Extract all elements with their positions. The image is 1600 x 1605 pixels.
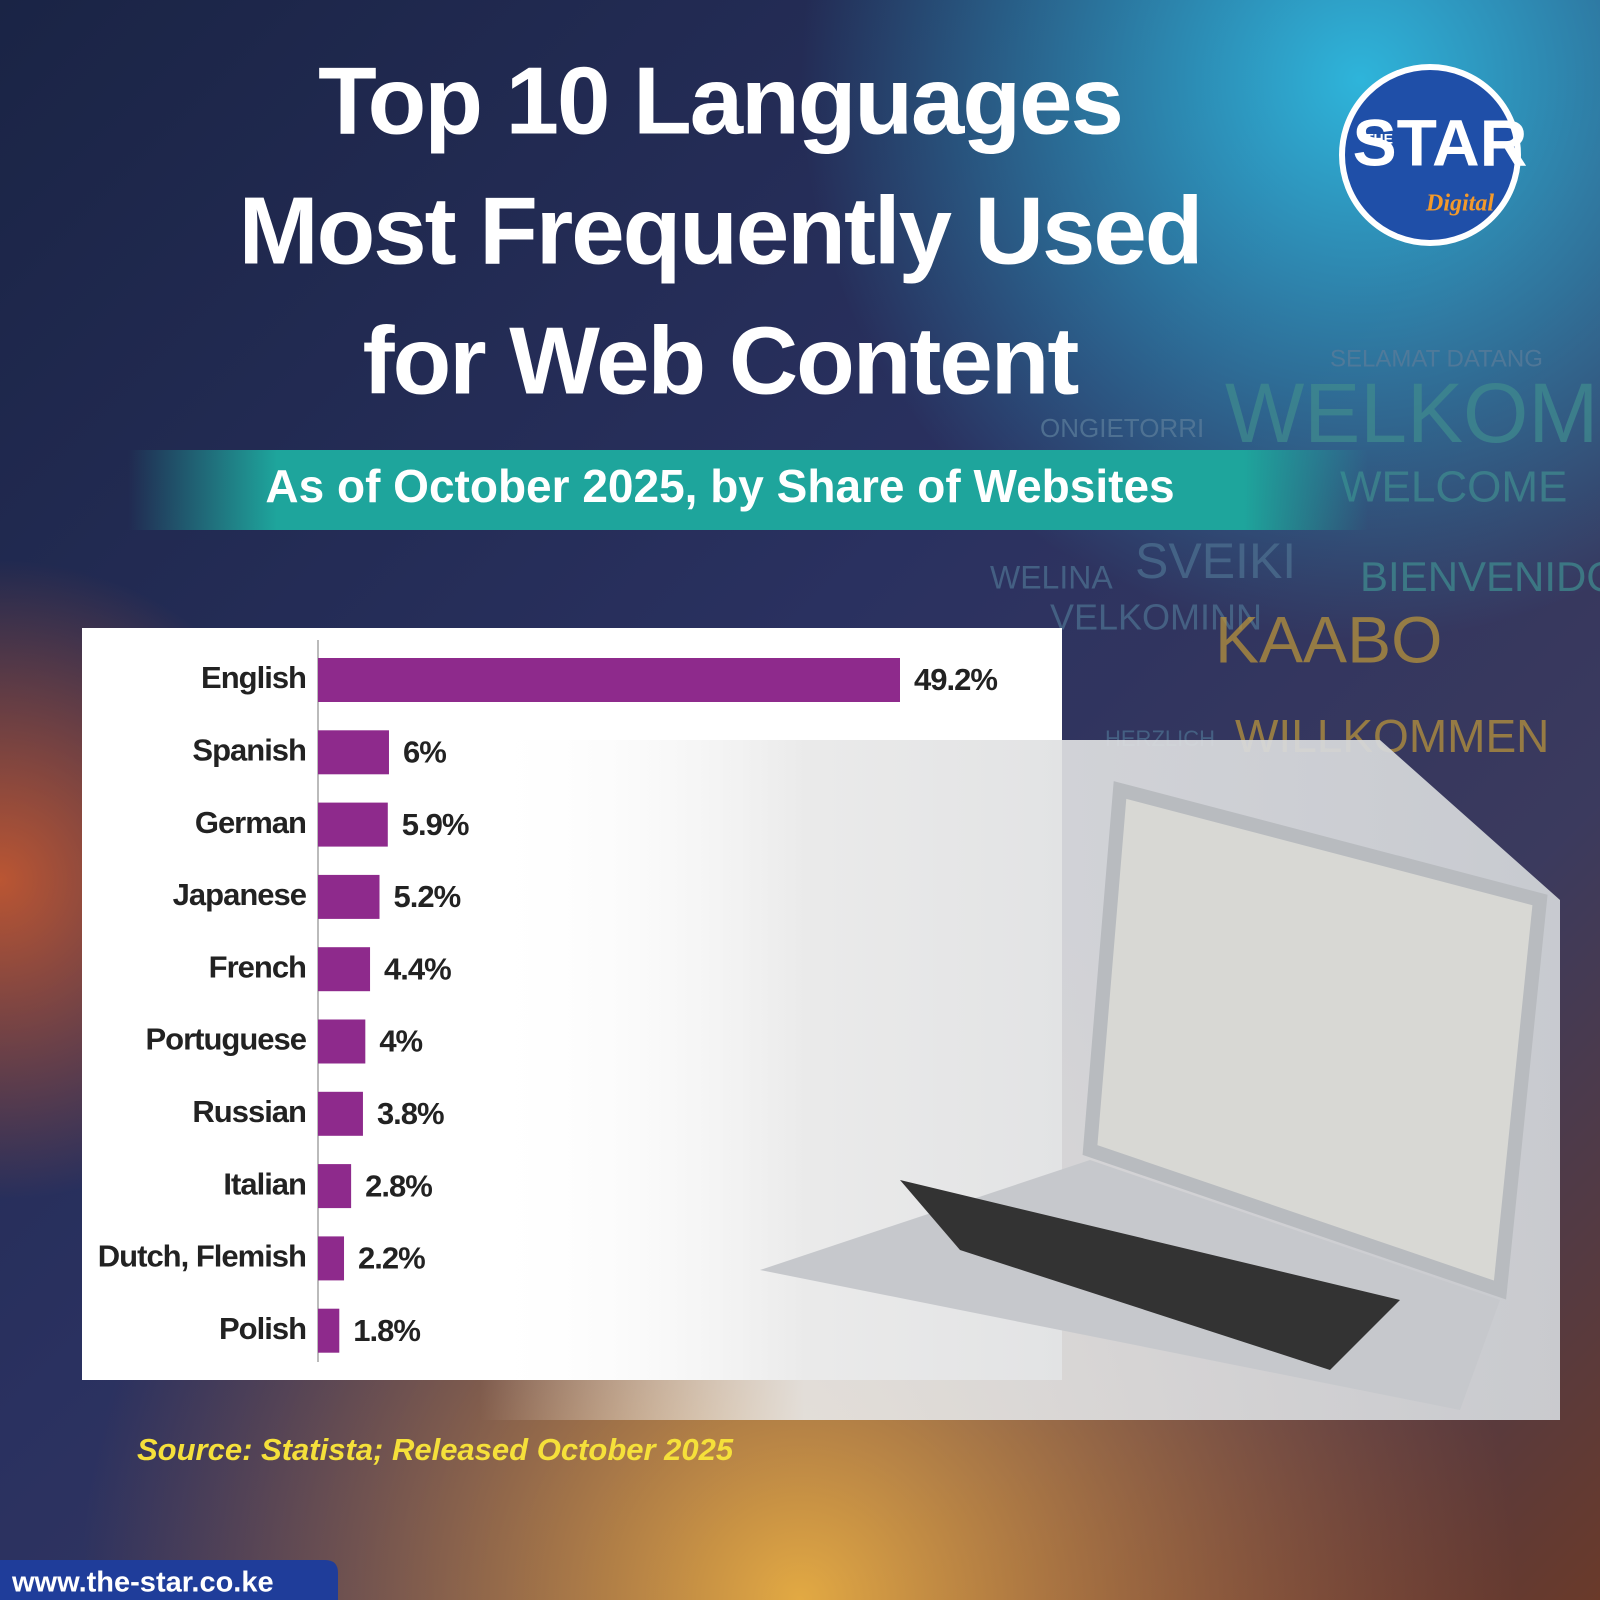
background-word: ONGIETORRI [1040,413,1204,443]
subtitle: As of October 2025, by Share of Websites [265,460,1174,512]
category-label: Spanish [192,732,306,767]
background-word: WELINA [990,559,1113,595]
logo-top: THE [1365,131,1393,147]
background-word: KAABO [1215,602,1442,676]
value-label: 5.2% [394,879,461,914]
category-label: Japanese [173,877,307,912]
bar [318,802,388,847]
website: www.the-star.co.ke [11,1567,274,1599]
logo-sub: Digital [1425,191,1494,217]
bar [318,947,371,992]
value-label: 6% [403,734,446,769]
category-label: Russian [192,1094,306,1129]
background-word: SELAMAT DATANG [1330,345,1543,372]
category-label: French [209,949,306,984]
background-word: WELCOME [1340,463,1567,512]
category-label: Portuguese [145,1022,306,1057]
value-label: 1.8% [353,1313,420,1348]
value-label: 3.8% [377,1096,444,1131]
logo-main: STAR [1353,105,1528,179]
value-label: 2.2% [358,1241,425,1276]
source: Source: Statista; Released October 2025 [137,1432,734,1467]
website-box [0,1560,338,1600]
chart-title: Most Frequently Used [239,177,1202,284]
bar [318,1019,366,1064]
value-label: 5.9% [402,807,469,842]
laptop-screen [1082,781,1548,1300]
background-word: SVEIKI [1135,533,1296,589]
bar [318,1164,352,1209]
bar [318,1236,345,1281]
bar [318,1308,340,1353]
chart-title: for Web Content [363,307,1079,414]
category-label: English [201,660,306,695]
bar [318,730,389,775]
chart-title: Top 10 Languages [318,47,1122,154]
value-label: 49.2% [914,662,997,697]
background-word: VELKOMINN [1050,597,1262,638]
background-word: BIENVENIDO [1360,553,1600,600]
value-label: 4.4% [384,951,451,986]
keyboard [900,1180,1400,1370]
value-label: 4% [379,1024,422,1059]
category-label: Italian [223,1166,306,1201]
bar [318,658,900,702]
category-label: Polish [219,1311,306,1346]
subtitle-band [128,450,1368,530]
category-label: Dutch, Flemish [98,1239,306,1274]
bar [318,1091,363,1136]
value-label: 2.8% [365,1168,432,1203]
bar [318,874,380,919]
category-label: German [195,805,306,840]
background-word: WELKOM [1225,366,1598,460]
logo [1339,64,1521,246]
